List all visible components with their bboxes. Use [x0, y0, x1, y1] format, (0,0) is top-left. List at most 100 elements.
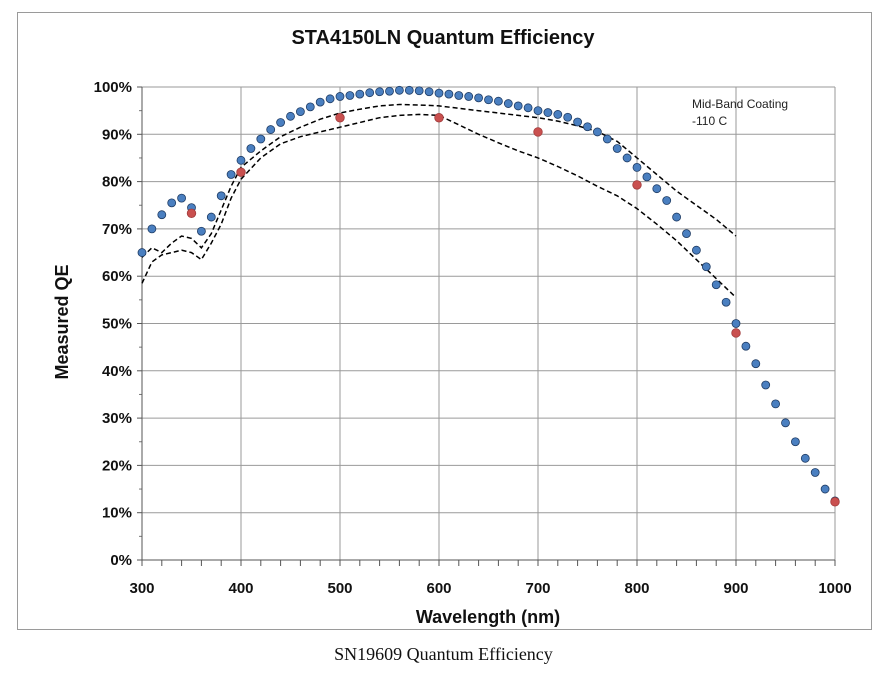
x-tick-label: 300: [129, 580, 154, 597]
red-data-point: [335, 113, 345, 123]
blue-data-point: [355, 89, 365, 99]
blue-data-point: [622, 153, 632, 163]
blue-data-point: [602, 134, 612, 144]
blue-data-point: [642, 172, 652, 182]
blue-data-point: [652, 184, 662, 194]
y-tick-label: 50%: [102, 316, 132, 333]
blue-data-point: [800, 453, 810, 463]
blue-data-point: [593, 127, 602, 137]
red-data-point: [533, 127, 543, 137]
blue-data-point: [196, 226, 206, 236]
blue-data-point: [276, 118, 286, 127]
blue-data-point: [305, 102, 315, 112]
figure-caption: SN19609 Quantum Efficiency: [334, 644, 553, 664]
blue-data-point: [493, 96, 503, 106]
blue-data-point: [394, 85, 404, 95]
blue-data-point: [177, 193, 187, 203]
blue-data-point: [147, 224, 157, 234]
blue-data-point: [434, 88, 444, 98]
blue-data-point: [761, 380, 771, 390]
y-tick-label: 30%: [102, 410, 132, 427]
blue-data-point: [791, 437, 800, 447]
blue-data-point: [137, 248, 147, 257]
blue-data-point: [682, 229, 691, 239]
red-data-point: [731, 328, 741, 338]
blue-data-point: [672, 212, 681, 222]
blue-data-point: [701, 262, 711, 272]
blue-data-point: [315, 97, 325, 107]
blue-data-point: [444, 89, 454, 99]
red-data-point: [186, 208, 197, 218]
blue-data-point: [563, 112, 573, 122]
annotation-line-2: -110 C: [692, 114, 727, 128]
blue-data-point: [286, 111, 295, 121]
x-tick-label: 800: [624, 580, 649, 597]
y-axis-title: Measured QE: [52, 264, 72, 379]
blue-data-point: [345, 91, 355, 100]
blue-data-point: [543, 108, 553, 117]
red-data-point: [434, 113, 444, 123]
x-axis-title: Wavelength (nm): [416, 607, 560, 627]
blue-data-point: [731, 319, 741, 328]
blue-data-point: [573, 117, 582, 127]
blue-data-point: [236, 155, 246, 165]
blue-data-point: [751, 359, 761, 369]
blue-data-point: [484, 95, 493, 105]
y-tick-label: 80%: [102, 174, 132, 191]
x-tick-label: 700: [525, 580, 550, 597]
blue-data-point: [692, 245, 701, 255]
blue-data-point: [206, 212, 216, 222]
y-tick-label: 20%: [102, 457, 132, 474]
blue-data-point: [157, 210, 167, 220]
blue-data-point: [246, 144, 256, 153]
dashed-curves: [141, 103, 737, 299]
x-tick-label: 1000: [818, 580, 851, 597]
blue-data-point: [365, 88, 375, 98]
blue-data-point: [533, 106, 543, 116]
chart-title: STA4150LN Quantum Efficiency: [291, 27, 595, 49]
blue-data-point: [256, 134, 266, 144]
annotation-line-1: Mid-Band Coating: [692, 97, 788, 111]
blue-data-point: [464, 92, 474, 101]
blue-data-point: [375, 87, 385, 97]
blue-data-point: [424, 87, 434, 97]
blue-data-point: [632, 163, 642, 172]
y-tick-label: 70%: [102, 221, 132, 238]
dashed-curve-2: [141, 103, 737, 258]
blue-data-point: [741, 341, 751, 351]
blue-data-point: [583, 122, 592, 132]
blue-data-point: [553, 110, 563, 119]
blue-data-point: [454, 91, 464, 100]
red-data-point: [236, 167, 246, 177]
x-tick-labels: 300 400 500 600 700 800 900 1000: [129, 580, 851, 597]
blue-data-point: [385, 86, 394, 96]
blue-data-point: [721, 297, 731, 307]
blue-data-point: [503, 99, 513, 108]
blue-data-point: [612, 144, 622, 153]
blue-data-point: [523, 103, 533, 113]
x-tick-label: 600: [426, 580, 451, 597]
blue-data-point: [662, 196, 672, 205]
blue-data-point: [335, 92, 345, 101]
x-tick-label: 400: [228, 580, 253, 597]
y-tick-label: 10%: [102, 505, 132, 522]
red-data-point: [830, 497, 840, 507]
y-tick-label: 100%: [94, 79, 132, 96]
blue-data-point: [404, 85, 414, 95]
blue-data-point: [810, 468, 820, 477]
blue-data-point: [711, 280, 721, 290]
y-tick-label: 40%: [102, 363, 132, 380]
grid: [142, 86, 836, 560]
x-tick-label: 900: [723, 580, 748, 597]
data-points: [137, 85, 840, 507]
dashed-curve-3: [141, 113, 737, 299]
blue-data-point: [216, 191, 226, 201]
y-tick-label: 60%: [102, 268, 132, 285]
red-data-point: [632, 180, 642, 190]
blue-data-point: [266, 125, 276, 134]
blue-data-point: [513, 101, 523, 111]
chart-frame: [17, 12, 872, 630]
blue-data-point: [167, 198, 177, 208]
y-tick-labels: 0% 10% 20% 30% 40% 50% 60% 70% 80% 90% 100%: [94, 79, 132, 569]
